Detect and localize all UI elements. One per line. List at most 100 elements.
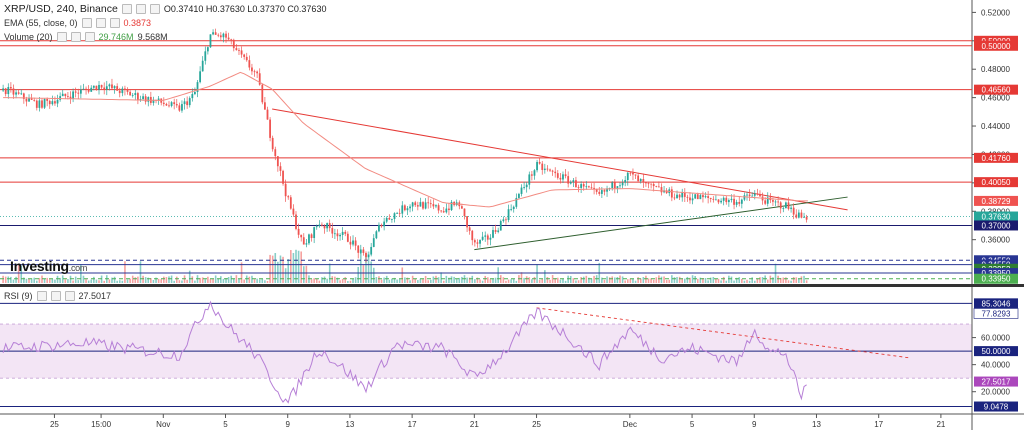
level-price-label: 0.37000: [982, 221, 1011, 230]
ema-settings-icon[interactable]: [95, 18, 106, 28]
volume-bar: [59, 277, 61, 283]
rsi-tick-label: 40.0000: [981, 361, 1010, 370]
volume-bar: [43, 278, 46, 283]
legend-volume: Volume (20) 29.746M 9.568M: [4, 32, 168, 42]
candle-body: [227, 37, 230, 40]
volume-bar: [787, 280, 790, 283]
level-price-label-bg: [974, 195, 1018, 206]
volume-bar: [2, 275, 4, 283]
candle-body: [432, 204, 435, 207]
volume-bar: [743, 280, 746, 283]
visibility-toggle-icon[interactable]: [121, 4, 132, 14]
ema-close-icon[interactable]: [109, 18, 120, 28]
volume-bar: [173, 280, 175, 283]
candle-body: [331, 228, 334, 234]
volume-bar: [779, 277, 782, 283]
volume-bar: [168, 276, 170, 283]
volume-close-icon[interactable]: [84, 32, 95, 42]
candle-body: [61, 93, 64, 97]
volume-bar: [134, 277, 137, 283]
volume-bar: [80, 264, 82, 283]
candle-body: [35, 100, 38, 108]
candle-body: [546, 168, 549, 170]
volume-bar: [256, 278, 258, 283]
volume-bar: [738, 277, 741, 283]
level-price-label: 0.33950: [982, 269, 1011, 278]
candle-body: [642, 179, 645, 183]
candle-body: [676, 194, 678, 199]
volume-bar: [137, 276, 139, 283]
rsi-settings-icon[interactable]: [50, 291, 61, 301]
volume-bar: [191, 276, 194, 283]
legend-main: XRP/USD, 240, Binance O0.37410 H0.37630 …: [4, 3, 326, 15]
volume-bar: [414, 278, 417, 283]
candle-body: [292, 208, 295, 215]
volume-bar: [315, 279, 318, 283]
candle-body: [416, 205, 419, 207]
volume-bar: [30, 278, 33, 283]
candle-body: [790, 207, 792, 209]
volume-bar: [46, 277, 48, 283]
volume-bar: [82, 275, 85, 283]
volume-bar: [336, 277, 339, 283]
volume-bar: [756, 278, 759, 283]
time-tick-label: 9: [285, 420, 290, 429]
volume-bar: [227, 277, 230, 283]
volume-bar: [160, 279, 163, 283]
price-tick-label: 0.52000: [981, 8, 1010, 17]
candle-body: [468, 227, 471, 231]
volume-bar: [20, 265, 23, 283]
volume-bar: [691, 275, 694, 283]
ema-visibility-icon[interactable]: [81, 18, 92, 28]
volume-bar: [704, 278, 707, 283]
candle-body: [787, 202, 790, 209]
rsi-close-icon[interactable]: [64, 291, 75, 301]
candle-body: [424, 202, 427, 209]
candle-body: [92, 85, 95, 88]
volume-bar: [404, 277, 406, 283]
candle-body: [134, 93, 137, 95]
candle-body: [528, 174, 531, 185]
settings-icon[interactable]: [135, 4, 146, 14]
volume-bar: [388, 279, 391, 283]
level-price-label-bg: [974, 220, 1018, 231]
volume-bar: [323, 276, 326, 283]
volume-bar: [453, 276, 455, 283]
rsi-visibility-icon[interactable]: [36, 291, 47, 301]
volume-bar: [614, 277, 616, 283]
candle-body: [391, 218, 393, 220]
candle-body: [147, 97, 150, 102]
volume-bar: [728, 275, 730, 283]
candle-body: [175, 104, 178, 106]
candle-body: [530, 174, 533, 176]
rsi-label: RSI (9): [4, 291, 33, 301]
candle-body: [575, 180, 577, 188]
candle-body: [222, 33, 225, 38]
candle-body: [523, 187, 526, 188]
candle-body: [74, 91, 77, 93]
volume-bar: [274, 253, 277, 283]
volume-settings-icon[interactable]: [70, 32, 81, 42]
volume-bar: [131, 275, 134, 283]
candle-body: [261, 84, 264, 103]
volume-bar: [720, 280, 722, 283]
volume-visibility-icon[interactable]: [56, 32, 67, 42]
candle-body: [90, 87, 93, 92]
candle-body: [694, 194, 697, 199]
candle-body: [152, 99, 155, 103]
pane-separator: [0, 284, 1024, 287]
candle-body: [777, 201, 780, 203]
candle-body: [302, 237, 305, 245]
candle-body: [25, 98, 28, 102]
volume-bar: [474, 279, 476, 283]
candle-body: [385, 217, 388, 222]
volume-bar: [282, 256, 284, 283]
volume-bar: [251, 275, 253, 283]
candle-body: [593, 187, 595, 190]
volume-bar: [707, 280, 709, 283]
close-icon[interactable]: [149, 4, 160, 14]
volume-bar: [152, 280, 155, 283]
candle-body: [56, 99, 59, 104]
volume-bar: [766, 279, 769, 283]
